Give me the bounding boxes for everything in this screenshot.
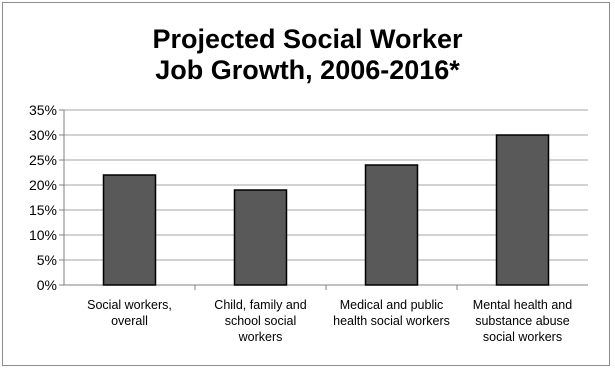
chart-title-line-1: Projected Social Worker (152, 24, 463, 54)
bar (495, 134, 550, 286)
x-category-label: Child, family and school social workers (214, 298, 306, 344)
y-tick-label: 25% (29, 152, 57, 168)
x-category-label: Mental health and substance abuse social w… (473, 298, 572, 344)
chart-title: Projected Social Worker Job Growth, 2006… (0, 24, 615, 86)
y-tick-label: 10% (29, 227, 57, 243)
y-tick-label: 35% (29, 102, 57, 118)
y-tick-label: 30% (29, 127, 57, 143)
y-tick-label: 0% (37, 277, 57, 293)
x-category-label: Social workers, overall (87, 298, 172, 328)
x-category-label: Medical and public health social workers (333, 298, 450, 328)
y-tick-labels: 0% 5% 10% 15% 20% 25% 30% 35% (29, 102, 57, 293)
bar (102, 174, 157, 286)
bar (233, 189, 288, 286)
y-tick-label: 20% (29, 177, 57, 193)
chart-title-line-2: Job Growth, 2006-2016* (155, 55, 460, 85)
y-tick-label: 5% (37, 252, 57, 268)
bar (364, 164, 419, 286)
x-category-labels: Social workers, overall Child, family and s… (87, 298, 572, 344)
y-tick-label: 15% (29, 202, 57, 218)
bars (102, 134, 550, 286)
